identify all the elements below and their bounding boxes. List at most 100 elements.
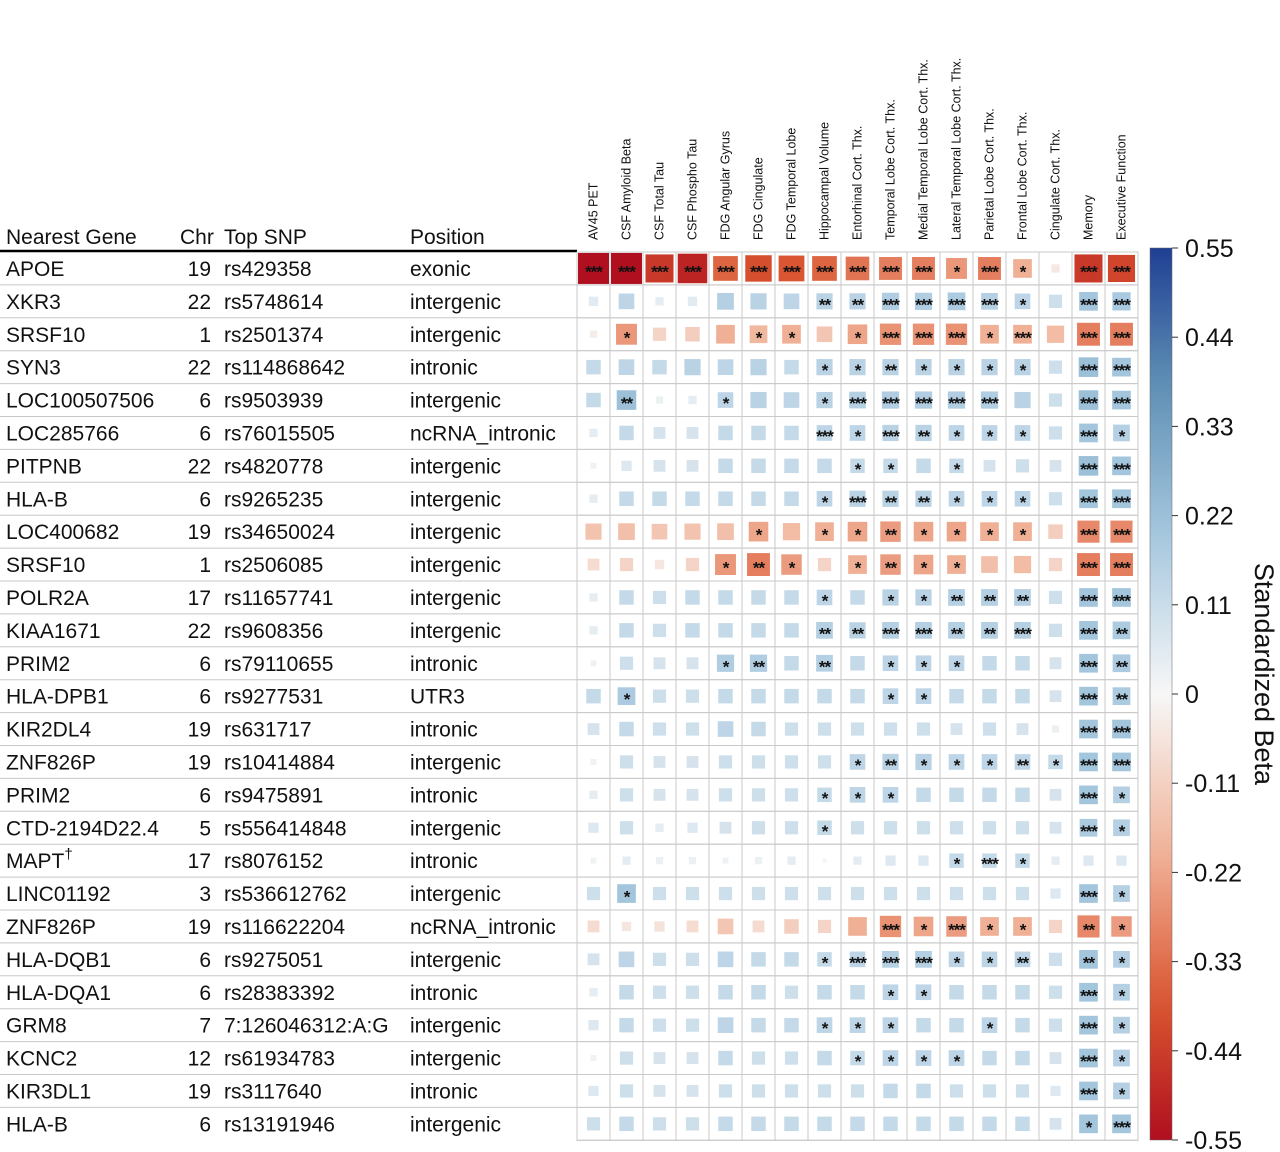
beta-square [947,292,966,311]
snp-position: ncRNA_intronic [410,422,556,445]
column-label: Hippocampal Volume [818,122,832,240]
beta-square [645,254,674,283]
significance-mark: *** [1080,328,1098,347]
beta-square [751,458,766,474]
beta-square [655,823,664,832]
table-header: Nearest Gene Chr Top SNP Position [0,226,577,253]
table-row: ZNF826P 19 rs116622204 ncRNA_intronic [0,909,577,939]
beta-square [882,359,899,376]
snp-id: rs3117640 [224,1080,322,1103]
beta-square [1015,688,1030,704]
beta-square [850,985,865,1000]
significance-mark: ** [918,493,931,512]
gene-name: ZNF826P [6,916,96,939]
column-label: Cingulate Cort. Thx. [1049,129,1063,240]
chromosome: 19 [188,916,211,939]
beta-square [913,554,934,575]
significance-mark: *** [1080,888,1098,907]
beta-square [882,753,899,771]
beta-square [1014,589,1031,606]
colorbar-tick-label: 0.11 [1185,592,1232,620]
beta-square [1112,588,1131,607]
beta-square [686,756,699,768]
beta-square [1110,553,1133,576]
snp-id: rs61934783 [224,1048,335,1071]
significance-mark: ** [885,361,898,380]
beta-square [1048,1018,1063,1032]
significance-mark: *** [1113,262,1131,281]
significance-mark: * [1053,756,1060,775]
chromosome: 7 [199,1015,211,1038]
snp-id: rs9475891 [224,784,323,807]
significance-mark: *** [948,295,966,314]
beta-square [1079,785,1098,805]
significance-mark: * [954,559,961,578]
beta-square [1113,819,1130,837]
beta-square [817,820,832,835]
beta-square [916,821,931,835]
beta-square [590,660,597,667]
beta-square [914,391,933,409]
beta-square [751,985,766,1000]
beta-square [885,855,896,866]
beta-square [981,359,998,376]
table-row: HLA-B 6 rs13191946 intergenic [0,1106,577,1136]
beta-square [949,458,964,474]
snp-position: intergenic [410,324,501,347]
beta-square [882,490,899,507]
beta-square [1013,917,1032,936]
significance-mark: *** [948,394,966,413]
beta-square [652,952,667,966]
beta-square [847,521,868,542]
beta-square [651,523,668,540]
chromosome: 6 [199,949,211,972]
gene-name: PRIM2 [6,784,70,807]
significance-mark: *** [981,394,999,413]
snp-id: rs34650024 [224,521,335,544]
beta-square [717,523,734,541]
beta-square [847,324,868,345]
beta-square [618,359,635,375]
beta-square [948,951,965,968]
beta-square [751,425,766,441]
beta-square [686,920,699,933]
significance-mark: *** [1080,493,1098,512]
beta-square [850,886,865,901]
gene-name: PRIM2 [6,653,70,676]
snp-id: rs5748614 [224,291,324,314]
beta-square [816,425,833,441]
colorbar-tick-label: 0 [1185,681,1199,709]
beta-square [589,790,598,800]
beta-square [1015,1050,1030,1066]
significance-mark: ** [918,427,931,446]
beta-square [1048,294,1063,308]
beta-square [916,722,931,736]
beta-square [654,921,665,932]
colorbar: 0.55 0.44 0.33 0.22 0.11 0 -0.11 -0.22 -0.33 -0.4… [1149,235,1279,1152]
beta-square [845,256,870,281]
beta-square [1014,391,1031,409]
beta-square [619,590,634,605]
gene-name: PITPNB [6,455,82,478]
chromosome: 17 [188,587,211,610]
beta-square [686,657,699,670]
colorbar-tick-label: 0.55 [1185,235,1234,263]
snp-position: exonic [410,258,471,281]
significance-mark: ** [819,657,832,676]
beta-square [1079,1015,1098,1035]
beta-square [747,553,770,576]
significance-mark: *** [1080,822,1098,841]
significance-mark: *** [849,394,867,413]
beta-square [883,886,898,901]
significance-mark: *** [915,295,933,314]
beta-square [1015,1017,1030,1033]
significance-mark: ** [1017,591,1030,610]
beta-square [850,722,865,736]
beta-square [949,688,964,704]
beta-square [586,359,601,375]
beta-square [718,1116,733,1132]
beta-square [677,253,708,284]
beta-square [586,392,601,408]
chromosome: 22 [188,620,211,643]
chromosome: 17 [188,850,211,873]
